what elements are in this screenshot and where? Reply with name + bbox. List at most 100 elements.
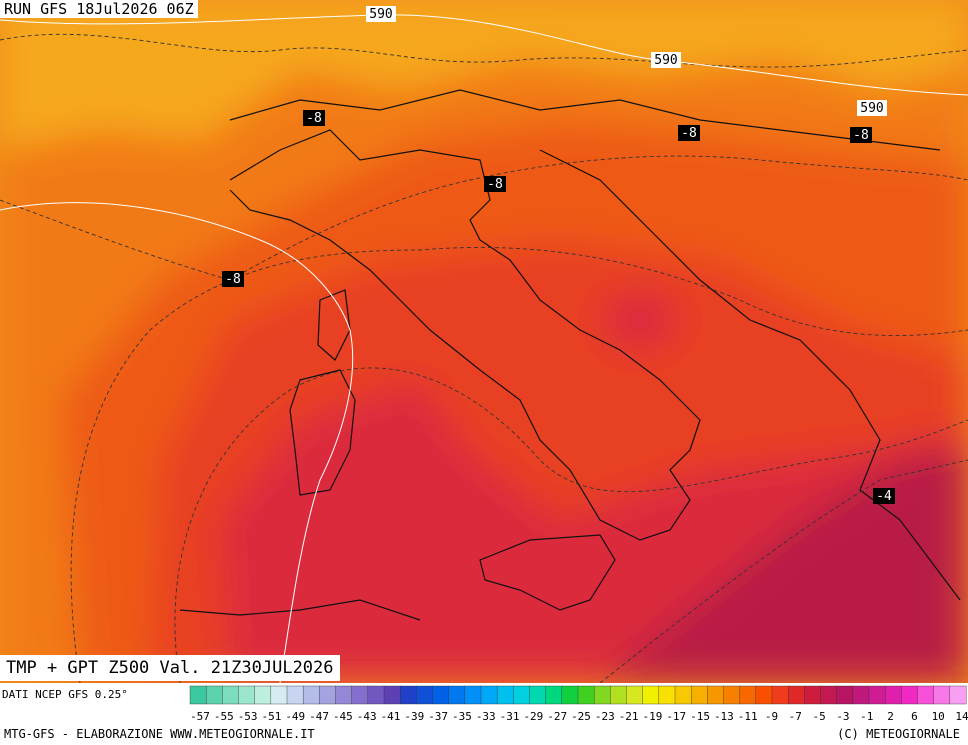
legend-swatch (658, 685, 676, 705)
run-label: RUN GFS 18Jul2026 06Z (0, 0, 198, 18)
legend-tick-label: -43 (357, 710, 377, 723)
legend-tick-label: -9 (765, 710, 778, 723)
isohypse-line (0, 202, 354, 683)
legend-swatch (836, 685, 854, 705)
legend-bar (189, 685, 967, 705)
legend-tick-label: -27 (547, 710, 567, 723)
isotherm-label: -8 (487, 177, 503, 192)
legend-swatch (933, 685, 951, 705)
legend-tick-label: -17 (666, 710, 686, 723)
legend-swatch (302, 685, 320, 705)
legend-swatch (755, 685, 773, 705)
legend-tick-label: -29 (523, 710, 543, 723)
legend-tick-label: -31 (500, 710, 520, 723)
legend-tick-label: -11 (738, 710, 758, 723)
zone-dark-crimson (600, 450, 968, 683)
legend-swatch (286, 685, 304, 705)
isotherm-labels: -8 -8 -8 -8 -8 -4 (222, 110, 895, 504)
legend-tick-label: -47 (309, 710, 329, 723)
valid-time-title: TMP + GPT Z500 Val. 21Z30JUL2026 (0, 655, 340, 681)
legend-swatch (189, 685, 207, 705)
legend-swatch (707, 685, 725, 705)
isohypse-label: 590 (369, 7, 392, 22)
legend-swatch (852, 685, 870, 705)
legend-swatch (270, 685, 288, 705)
legend-tick-label: 6 (911, 710, 918, 723)
legend-ticks: -57 -55 -53 -51 -49 -47 -45 -43 -41 -39 -37 -35 -33-… (190, 710, 968, 723)
isotherm-line (70, 247, 968, 683)
legend-swatch (399, 685, 417, 705)
legend-swatch (626, 685, 644, 705)
legend-swatch (820, 685, 838, 705)
legend-swatch (238, 685, 256, 705)
legend-swatch (804, 685, 822, 705)
legend-tick-label: -7 (789, 710, 802, 723)
legend-swatch (674, 685, 692, 705)
legend-tick-label: 14 (955, 710, 968, 723)
coastline-italy (229, 129, 701, 541)
legend-tick-label: -53 (238, 710, 258, 723)
legend-swatch (254, 685, 272, 705)
border-alps (229, 89, 941, 151)
legend-tick-label: -3 (836, 710, 849, 723)
legend-tick-label: -49 (285, 710, 305, 723)
legend-swatch (448, 685, 466, 705)
legend-swatch (642, 685, 660, 705)
isotherm-line (599, 459, 968, 683)
isohypse-labels: 590 590 590 (366, 6, 887, 116)
legend-swatch (545, 685, 563, 705)
legend-tick-label: 2 (887, 710, 894, 723)
isotherm-label: -8 (225, 272, 241, 287)
legend-swatch (771, 685, 789, 705)
legend-swatch (949, 685, 967, 705)
footer-credit: MTG-GFS - ELABORAZIONE WWW.METEOGIORNALE… (4, 727, 315, 741)
legend-swatch (739, 685, 757, 705)
legend-tick-label: -35 (452, 710, 472, 723)
legend-swatch (787, 685, 805, 705)
legend-swatch (383, 685, 401, 705)
legend-swatch (432, 685, 450, 705)
legend-swatch (690, 685, 708, 705)
legend-tick-label: -41 (381, 710, 401, 723)
coastline-africa (179, 599, 421, 621)
legend-tick-label: -21 (619, 710, 639, 723)
legend-swatch (335, 685, 353, 705)
legend-tick-label: -39 (404, 710, 424, 723)
footer-copyright: (C) METEOGIORNALE (837, 727, 960, 741)
legend-swatch (319, 685, 336, 705)
legend-tick-label: -25 (571, 710, 591, 723)
coastline-sardinia (289, 369, 356, 496)
legend-tick-label: -55 (214, 710, 234, 723)
legend-swatch (496, 685, 514, 705)
legend-tick-label: -1 (860, 710, 873, 723)
isotherm-line (0, 33, 968, 68)
color-legend: -57 -55 -53 -51 -49 -47 -45 -43 -41 -39 -37 -35 -33-… (0, 683, 968, 745)
legend-swatch (351, 685, 369, 705)
legend-swatch (917, 685, 935, 705)
legend-swatch (868, 685, 886, 705)
legend-swatch (901, 685, 919, 705)
legend-swatch (593, 685, 611, 705)
legend-tick-label: -23 (595, 710, 615, 723)
legend-tick-label: -19 (643, 710, 663, 723)
legend-swatch (367, 685, 385, 705)
isohypse-label: 590 (654, 53, 677, 68)
isotherm-label: -4 (876, 489, 892, 504)
isotherm-line (0, 155, 968, 281)
legend-swatch (513, 685, 531, 705)
coastline-corsica (317, 289, 351, 361)
legend-swatch (416, 685, 433, 705)
zone-crimson-spot (600, 290, 680, 350)
coastline-sicily (479, 534, 616, 611)
weather-map: 590 590 590 -8 -8 -8 -8 -8 -4 (0, 0, 968, 683)
legend-swatch (577, 685, 595, 705)
coastline-balkans (539, 149, 961, 601)
legend-tick-label: 10 (932, 710, 945, 723)
legend-tick-label: -51 (262, 710, 282, 723)
legend-swatch (205, 685, 223, 705)
legend-swatch (464, 685, 482, 705)
legend-swatch (723, 685, 741, 705)
legend-swatch (529, 685, 547, 705)
legend-swatch (610, 685, 628, 705)
data-source: DATI NCEP GFS 0.25° (2, 688, 128, 701)
